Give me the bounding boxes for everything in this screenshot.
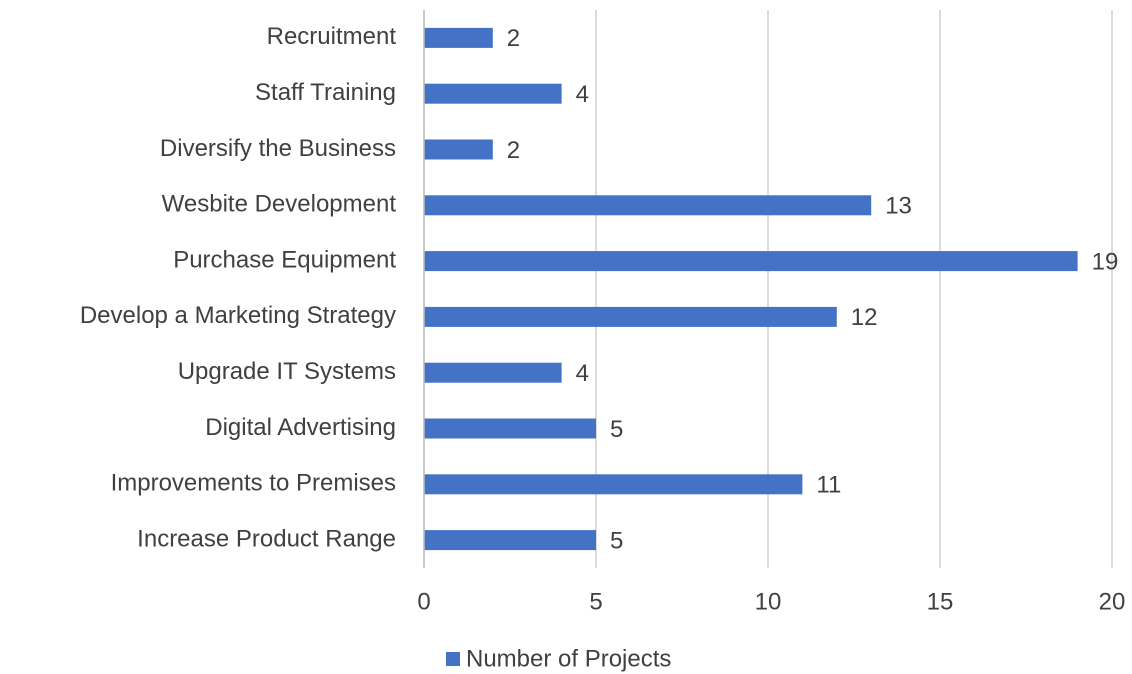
bar bbox=[424, 139, 493, 160]
x-tick-label: 0 bbox=[417, 588, 430, 615]
y-tick-label: Diversify the Business bbox=[160, 135, 396, 162]
y-tick-label: Digital Advertising bbox=[205, 414, 396, 441]
bar bbox=[424, 474, 803, 495]
y-tick-label: Purchase Equipment bbox=[173, 246, 396, 273]
data-label: 4 bbox=[576, 360, 589, 387]
data-label: 19 bbox=[1092, 248, 1119, 275]
legend-label: Number of Projects bbox=[466, 645, 671, 672]
x-tick-label: 20 bbox=[1099, 588, 1126, 615]
y-tick-label: Recruitment bbox=[267, 23, 397, 50]
data-label: 5 bbox=[610, 527, 623, 554]
y-tick-label: Upgrade IT Systems bbox=[178, 358, 396, 385]
y-tick-label: Increase Product Range bbox=[137, 525, 396, 552]
data-label: 13 bbox=[885, 193, 912, 220]
data-label: 11 bbox=[816, 472, 841, 499]
data-label: 2 bbox=[507, 137, 520, 164]
x-tick-label: 15 bbox=[927, 588, 954, 615]
bar bbox=[424, 83, 562, 104]
y-tick-label: Develop a Marketing Strategy bbox=[80, 302, 396, 329]
y-tick-label: Staff Training bbox=[255, 79, 396, 106]
x-tick-label: 5 bbox=[589, 588, 602, 615]
legend-swatch bbox=[446, 652, 460, 666]
bar bbox=[424, 362, 562, 383]
x-tick-label: 10 bbox=[755, 588, 782, 615]
data-label: 4 bbox=[576, 81, 589, 108]
bar bbox=[424, 195, 872, 216]
data-label: 5 bbox=[610, 416, 623, 443]
y-tick-label: Wesbite Development bbox=[162, 191, 397, 218]
bar bbox=[424, 27, 493, 48]
bar bbox=[424, 306, 837, 327]
data-label: 12 bbox=[851, 304, 878, 331]
data-label: 2 bbox=[507, 25, 520, 52]
bar bbox=[424, 418, 596, 439]
bar bbox=[424, 251, 1078, 272]
y-tick-label: Improvements to Premises bbox=[111, 470, 396, 497]
bar bbox=[424, 530, 596, 551]
